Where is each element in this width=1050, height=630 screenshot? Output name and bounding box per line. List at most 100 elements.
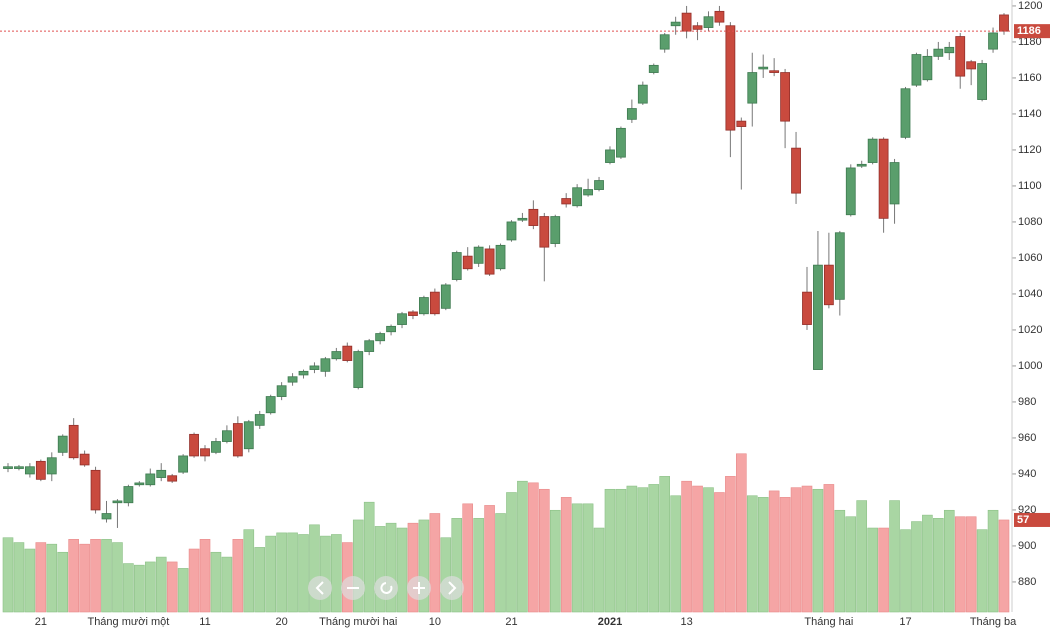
- volume-bar: [856, 500, 868, 613]
- y-tick-label: 1140: [1018, 108, 1042, 120]
- volume-bar: [243, 529, 255, 613]
- candle-body: [747, 72, 758, 104]
- candle-body: [200, 448, 210, 457]
- volume-bar: [134, 564, 145, 613]
- volume-bar: [35, 542, 47, 613]
- candle-body: [254, 414, 265, 426]
- candle-body: [572, 187, 583, 207]
- volume-bar: [714, 492, 725, 613]
- volume-bar: [615, 488, 627, 613]
- y-tick-label: 1060: [1018, 252, 1042, 264]
- volume-bar: [571, 503, 583, 613]
- candle-body: [167, 475, 178, 482]
- candle-body: [856, 163, 867, 167]
- volume-bar: [101, 539, 112, 613]
- volume-bar: [24, 548, 36, 613]
- reset-button[interactable]: [374, 576, 398, 600]
- candle-body: [46, 457, 57, 475]
- candle-body: [944, 46, 955, 54]
- candle-body: [451, 252, 462, 280]
- candle-body: [309, 365, 320, 370]
- volume-bar: [473, 518, 484, 613]
- candle-body: [189, 433, 199, 457]
- volume-bar: [703, 487, 714, 613]
- candle-body: [648, 64, 659, 73]
- volume-bar: [878, 527, 889, 613]
- volume-bar: [57, 551, 69, 613]
- candle-body: [68, 424, 79, 459]
- volume-bar: [768, 490, 780, 613]
- candle-body: [867, 138, 878, 163]
- candle-body: [999, 14, 1009, 32]
- volume-bar: [276, 532, 287, 613]
- scroll-right-button[interactable]: [440, 576, 464, 600]
- candle-body: [725, 25, 736, 131]
- candle-body: [178, 455, 189, 473]
- candle-body: [616, 127, 626, 158]
- y-tick-label: 1040: [1018, 288, 1042, 300]
- scroll-left-button[interactable]: [308, 576, 332, 600]
- volume-bar: [539, 488, 550, 613]
- y-tick-label: 980: [1018, 396, 1036, 408]
- volume-bar: [320, 535, 331, 613]
- candle-body: [375, 333, 386, 342]
- volume-bar: [626, 485, 638, 613]
- volume-bar: [998, 519, 1010, 613]
- x-tick-label: 11: [199, 616, 210, 628]
- y-tick-label: 900: [1018, 540, 1036, 552]
- candle-body: [24, 466, 35, 475]
- candle-body: [342, 345, 353, 361]
- volume-bar: [418, 519, 430, 613]
- candle-body: [528, 208, 539, 226]
- volume-bar: [736, 453, 747, 613]
- candle-body: [594, 180, 604, 190]
- volume-bar: [528, 482, 539, 613]
- candle-body: [988, 32, 998, 50]
- volume-bar: [790, 487, 802, 613]
- candle-body: [605, 149, 615, 163]
- candle-body: [845, 167, 856, 216]
- volume-bar: [374, 526, 386, 613]
- volume-bar: [396, 527, 408, 613]
- volume-bar: [582, 503, 594, 613]
- x-tick-label: 13: [680, 616, 692, 628]
- zoom-in-button[interactable]: [407, 576, 431, 600]
- last-volume-tag: [1014, 512, 1050, 527]
- volume-bar: [298, 534, 309, 613]
- volume-bar: [954, 516, 966, 613]
- volume-bar: [210, 551, 222, 613]
- candle-body: [539, 216, 550, 248]
- x-tick-label: 21: [505, 616, 517, 628]
- x-tick-label: Tháng mười hai: [319, 616, 397, 628]
- volume-bar: [352, 519, 364, 613]
- volume-bar: [517, 480, 528, 613]
- candle-body: [758, 66, 769, 70]
- volume-bar: [451, 518, 463, 613]
- candle-body: [14, 466, 24, 469]
- candle-body: [419, 297, 429, 315]
- y-tick-label: 1120: [1018, 144, 1042, 156]
- y-tick-label: 1000: [1018, 360, 1042, 372]
- volume-bar: [309, 524, 320, 613]
- volume-bar: [254, 547, 266, 613]
- candle-body: [35, 460, 46, 480]
- candle-body: [112, 500, 123, 504]
- candle-body: [298, 370, 309, 376]
- candle-body: [813, 264, 823, 370]
- volume-bar: [495, 513, 506, 613]
- candle-body: [276, 385, 287, 397]
- volume-bar: [933, 518, 944, 613]
- volume-bar: [68, 539, 79, 613]
- candle-body: [637, 84, 648, 104]
- volume-bar: [801, 485, 813, 613]
- candle-body: [550, 216, 561, 244]
- volume-bar: [845, 516, 857, 613]
- last-price-tag: [1014, 24, 1050, 39]
- candle-body: [243, 421, 254, 450]
- y-tick-label: 920: [1018, 504, 1036, 516]
- volume-bar: [965, 516, 977, 613]
- candle-body: [911, 54, 922, 86]
- candle-body: [473, 246, 484, 264]
- zoom-out-button[interactable]: [341, 576, 365, 600]
